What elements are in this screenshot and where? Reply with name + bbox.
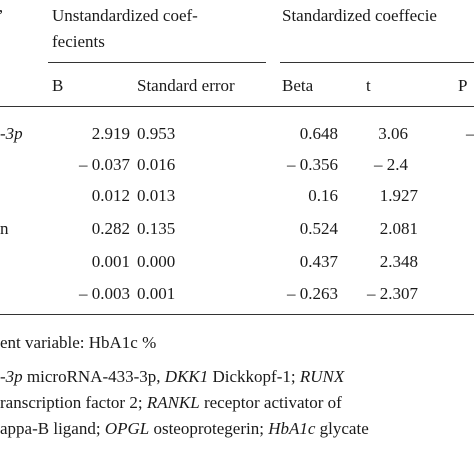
header-row-label-fragment: ’ [0, 6, 4, 26]
cell-beta: 0.437 [299, 252, 338, 271]
cell-b: 0.012 [91, 186, 130, 205]
table-bottom-rule [0, 314, 474, 315]
col-header-standard-error: Standard error [137, 76, 235, 95]
header-bottom-rule [0, 106, 474, 107]
cell-se: 0.016 [137, 155, 176, 174]
cell-b: 2.919 [91, 124, 130, 143]
cell-beta: 0.524 [299, 219, 338, 238]
col-header-t: t [366, 76, 371, 95]
cell-se: 0.000 [137, 252, 176, 271]
row-label: n [0, 219, 9, 238]
cell-b: 0.001 [91, 252, 130, 271]
header-unstandardized-line1: Unstandardized coef- [52, 6, 198, 25]
abbreviation-note-line3: appa-B ligand; OPGL osteoprotegerin; HbA… [0, 419, 369, 438]
cell-beta: – 0.356 [287, 155, 338, 174]
cell-t: – 2.307 [367, 284, 418, 303]
cell-t: – 2.4 [374, 155, 408, 174]
cell-beta: 0.648 [299, 124, 338, 143]
col-header-beta: Beta [282, 76, 314, 95]
col-header-b: B [52, 76, 64, 95]
cell-se: 0.013 [137, 186, 176, 205]
cell-b: – 0.037 [79, 155, 130, 174]
header-unstandardized-line2: fecients [52, 32, 105, 51]
cell-t: 3.06 [378, 124, 408, 143]
cell-t: 2.081 [379, 219, 418, 238]
cell-t: 1.927 [379, 186, 418, 205]
header-rule-unstandardized [48, 62, 266, 63]
abbreviation-note-line2: ranscription factor 2; RANKL receptor ac… [0, 393, 342, 412]
header-rule-standardized [280, 62, 474, 63]
row-label: -3p [0, 124, 23, 143]
cell-se: 0.953 [137, 124, 176, 143]
dependent-variable-note: ent variable: HbA1c % [0, 333, 157, 352]
cell-beta: 0.16 [308, 186, 338, 205]
cell-se: 0.135 [137, 219, 176, 238]
cell-se: 0.001 [137, 284, 176, 303]
cell-b: – 0.003 [79, 284, 130, 303]
col-header-p: P [458, 76, 468, 95]
cell-p: – [466, 124, 474, 143]
header-standardized: Standardized coeffecie [282, 6, 437, 25]
cell-beta: – 0.263 [287, 284, 338, 303]
abbreviation-note-line1: -3p microRNA-433-3p, DKK1 Dickkopf-1; RU… [0, 367, 345, 386]
cell-b: 0.282 [91, 219, 130, 238]
cell-t: 2.348 [379, 252, 418, 271]
